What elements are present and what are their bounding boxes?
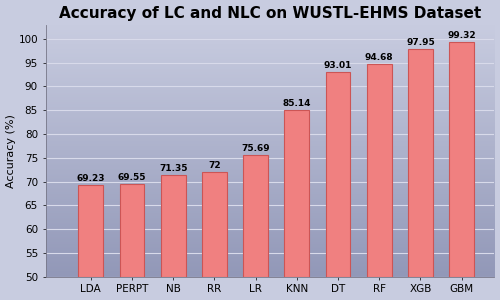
Bar bbox=[148, 277, 173, 279]
Text: 97.95: 97.95 bbox=[406, 38, 435, 46]
Text: 99.32: 99.32 bbox=[448, 31, 476, 40]
Text: 69.23: 69.23 bbox=[76, 174, 105, 183]
Title: Accuracy of LC and NLC on WUSTL-EHMS Dataset: Accuracy of LC and NLC on WUSTL-EHMS Dat… bbox=[59, 6, 481, 21]
Text: 75.69: 75.69 bbox=[242, 144, 270, 153]
Bar bbox=[272, 277, 297, 279]
Bar bbox=[450, 42, 474, 277]
Bar bbox=[78, 185, 103, 277]
Bar bbox=[107, 277, 132, 279]
Text: 72: 72 bbox=[208, 161, 220, 170]
Bar bbox=[326, 72, 350, 277]
Bar bbox=[437, 277, 462, 279]
Bar bbox=[120, 184, 144, 277]
Bar bbox=[408, 49, 433, 277]
Bar bbox=[396, 277, 420, 279]
Bar bbox=[314, 277, 338, 279]
Bar bbox=[367, 64, 392, 277]
Bar bbox=[66, 277, 90, 279]
Bar bbox=[354, 277, 379, 279]
Bar bbox=[190, 277, 214, 279]
Y-axis label: Accuracy (%): Accuracy (%) bbox=[6, 114, 16, 188]
Bar bbox=[202, 172, 226, 277]
Bar bbox=[231, 277, 256, 279]
Bar bbox=[243, 154, 268, 277]
Text: 71.35: 71.35 bbox=[159, 164, 188, 173]
Text: 93.01: 93.01 bbox=[324, 61, 352, 70]
Text: 85.14: 85.14 bbox=[282, 99, 311, 108]
Text: 69.55: 69.55 bbox=[118, 173, 146, 182]
Bar bbox=[284, 110, 309, 277]
Text: 94.68: 94.68 bbox=[365, 53, 394, 62]
Bar bbox=[161, 175, 186, 277]
